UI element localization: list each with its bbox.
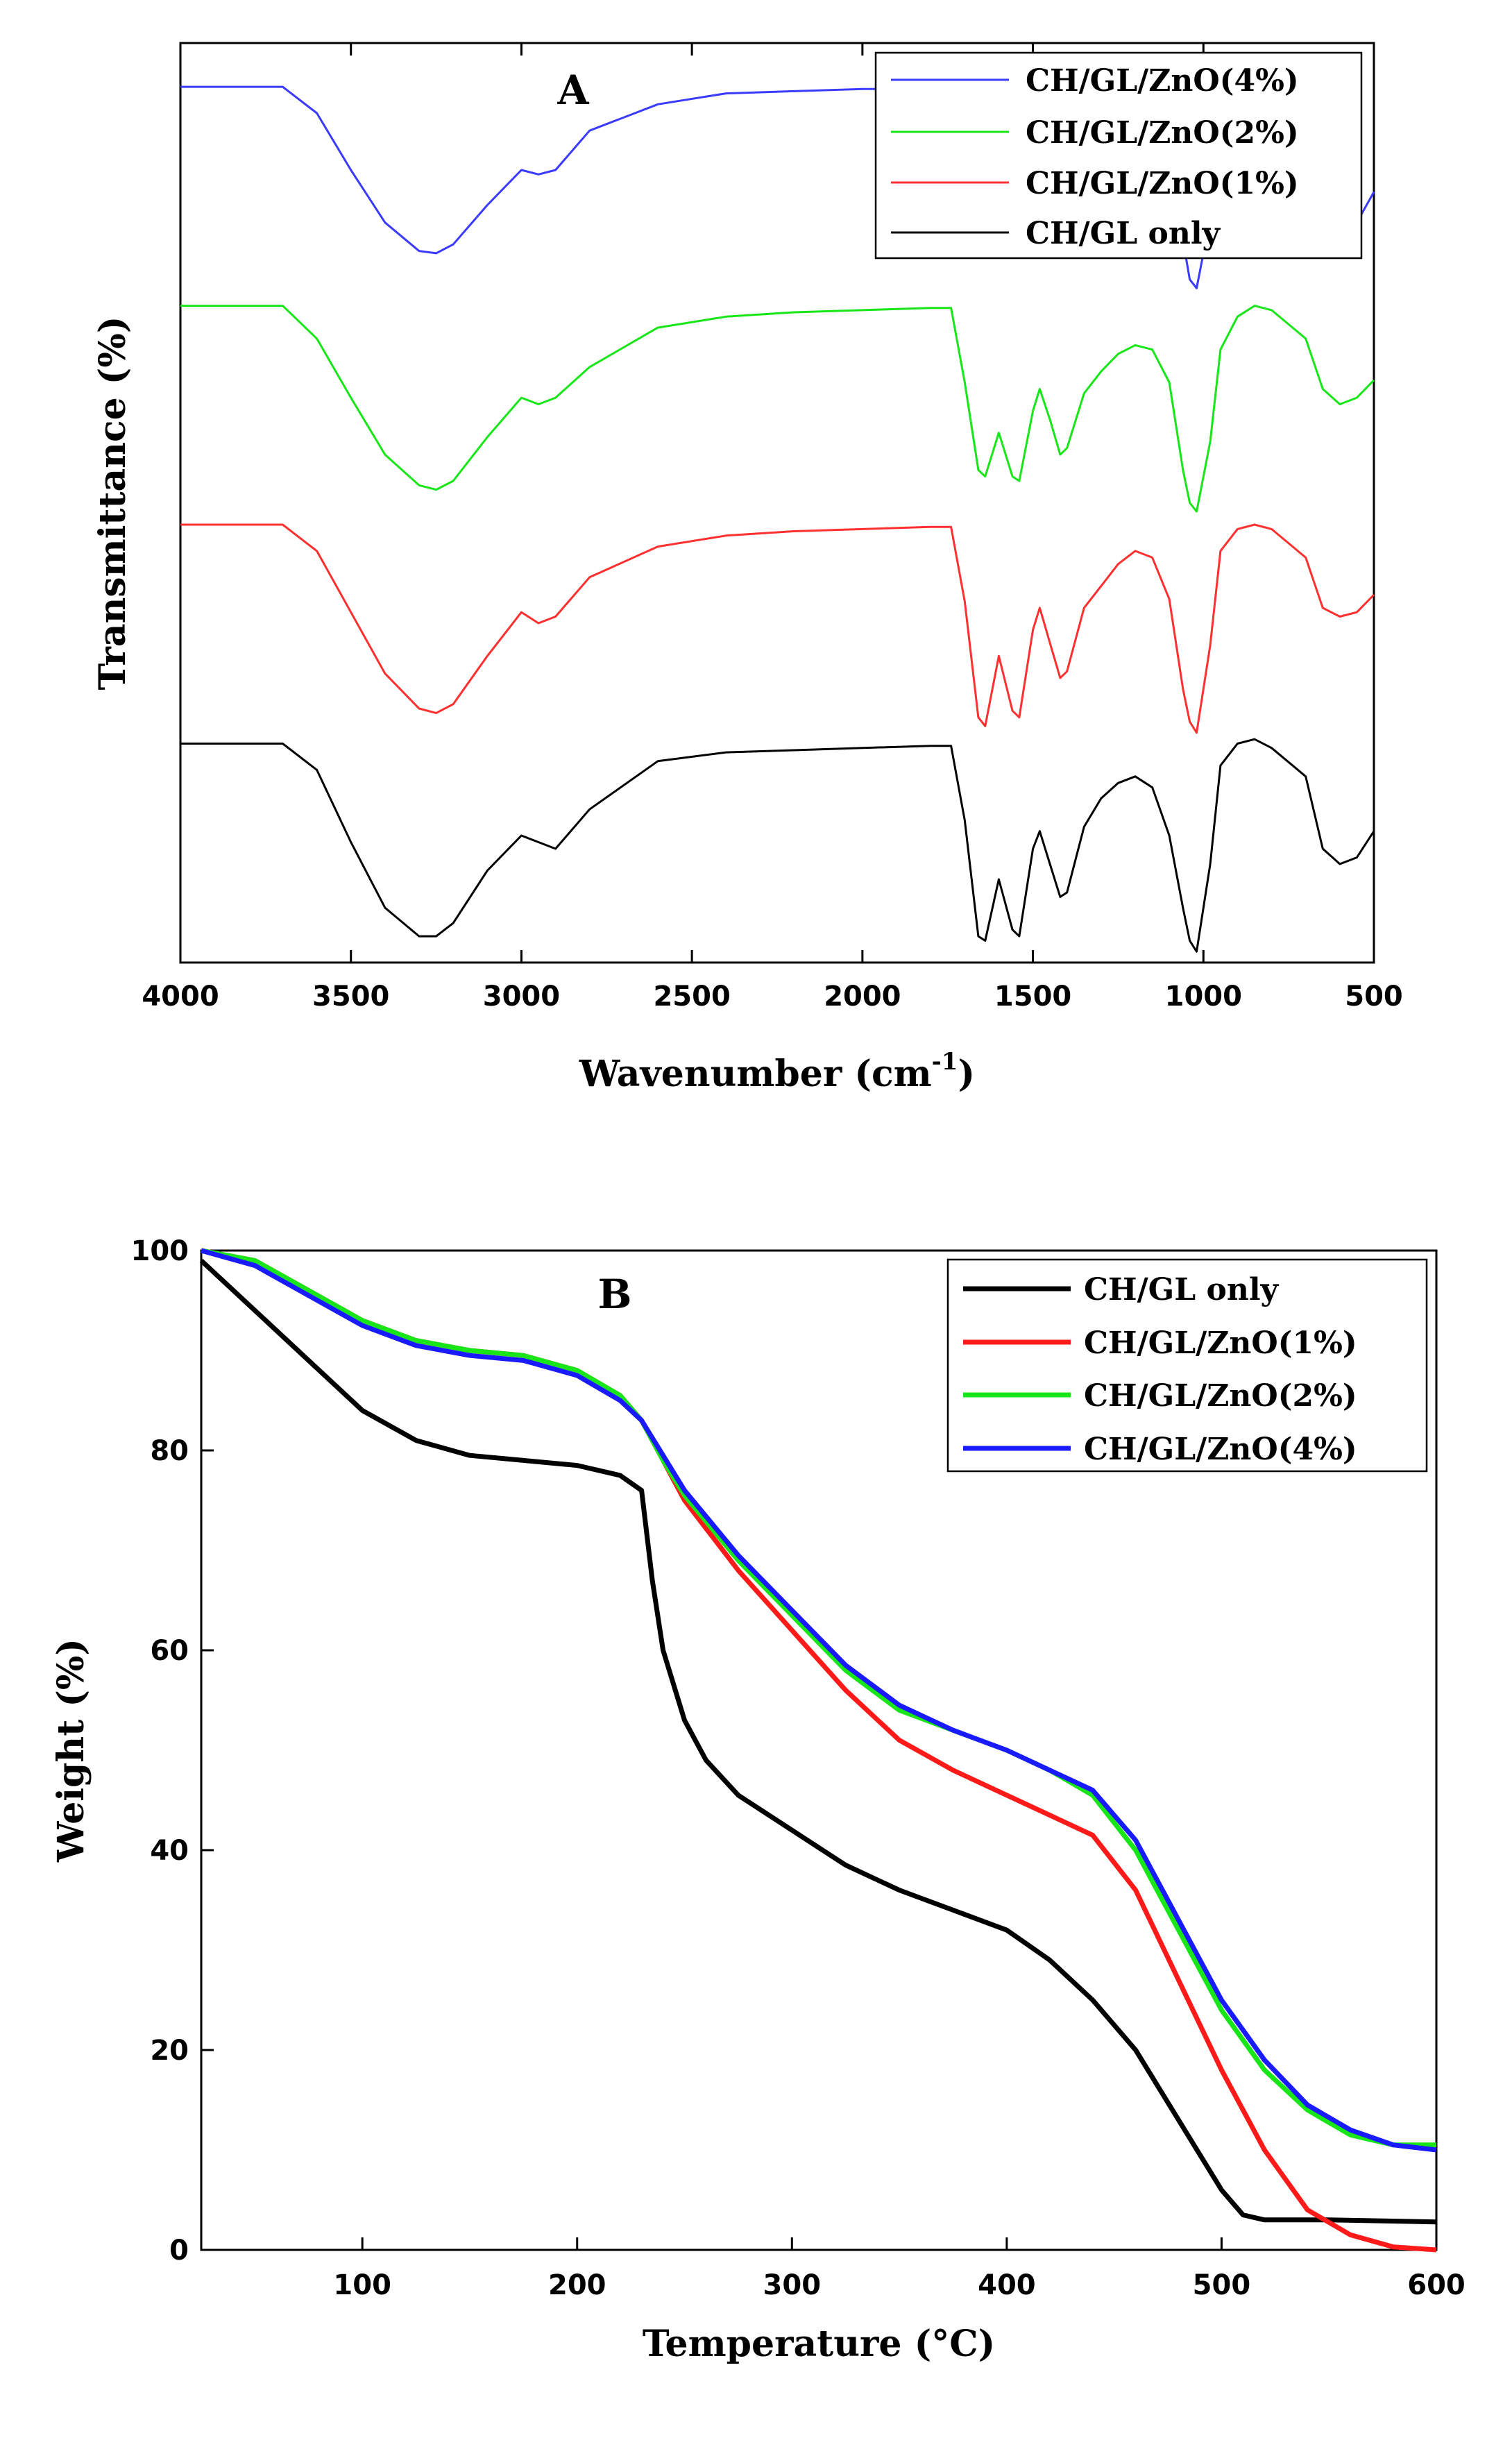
tga-panel-label: B [597, 1271, 631, 1318]
tga-y-tick-label: 60 [150, 1635, 189, 1667]
tga-legend-label-zno1: CH/GL/ZnO(1%) [1084, 1326, 1357, 1361]
ftir-x-tick-label: 2000 [824, 981, 901, 1013]
ftir-legend-label-only: CH/GL only [1026, 216, 1221, 251]
ftir-x-tick-label: 3500 [312, 981, 389, 1013]
ftir-x-tick-label: 1500 [994, 981, 1071, 1013]
ftir-series-ch-gl-zno-1 [180, 523, 1375, 734]
ftir-x-ticks: 4000 3500 3000 2500 2000 1500 1000 500 [142, 43, 1403, 1013]
tga-ticks: 100 200 300 400 500 600 0 20 40 60 80 100 [131, 1235, 1466, 2301]
ftir-chart: 4000 3500 3000 2500 2000 1500 1000 500 A CH/GL/… [92, 42, 1403, 1095]
tga-chart: 100 200 300 400 500 600 0 20 40 60 80 100 B CH/GL o… [50, 1235, 1466, 2365]
ftir-x-tick-label: 4000 [142, 981, 219, 1013]
tga-legend-label-zno2: CH/GL/ZnO(2%) [1084, 1378, 1357, 1414]
tga-x-tick-label: 200 [548, 2269, 606, 2301]
ftir-x-tick-label: 2500 [653, 981, 730, 1013]
ftir-series-ch-gl-only [180, 738, 1375, 953]
tga-series-ch-gl-zno-2 [201, 1248, 1436, 2148]
tga-y-tick-label: 40 [150, 1835, 189, 1867]
ftir-legend-label-zno2: CH/GL/ZnO(2%) [1026, 115, 1299, 151]
tga-x-tick-label: 100 [333, 2269, 391, 2301]
tga-legend-label-only: CH/GL only [1084, 1272, 1280, 1307]
tga-legend-label-zno4: CH/GL/ZnO(4%) [1084, 1432, 1357, 1467]
ftir-plot-frame [179, 42, 1375, 964]
tga-x-tick-label: 600 [1407, 2269, 1466, 2301]
ftir-series-ch-gl-zno-2 [180, 305, 1375, 513]
ftir-legend-label-zno1: CH/GL/ZnO(1%) [1026, 166, 1299, 201]
ftir-x-axis-title: Wavenumber (cm-1) [579, 1048, 975, 1095]
tga-x-tick-label: 400 [978, 2269, 1036, 2301]
tga-series-ch-gl-only [199, 1258, 1437, 2225]
ftir-x-tick-label: 500 [1345, 981, 1403, 1013]
ftir-x-axis-title-main: Wavenumber (cm [579, 1053, 932, 1095]
tga-plot-frame [200, 1249, 1438, 2251]
tga-x-axis-title: Temperature (°C) [643, 2323, 995, 2365]
tga-legend-box [946, 1258, 1428, 1473]
tga-legend: CH/GL only CH/GL/ZnO(1%) CH/GL/ZnO(2%) C… [946, 1258, 1428, 1473]
tga-series [199, 1248, 1437, 2253]
ftir-legend-box [874, 51, 1363, 260]
tga-series-ch-gl-zno-4 [201, 1248, 1437, 2153]
tga-y-tick-label: 100 [131, 1235, 189, 1267]
ftir-x-tick-label: 3000 [483, 981, 560, 1013]
tga-y-tick-label: 80 [150, 1435, 189, 1467]
ftir-panel-label: A [557, 67, 589, 114]
tga-x-tick-label: 300 [763, 2269, 822, 2301]
tga-y-tick-label: 20 [150, 2035, 189, 2067]
tga-x-tick-label: 500 [1193, 2269, 1251, 2301]
ftir-x-axis-title-sup: -1 [932, 1048, 958, 1076]
ftir-x-tick-label: 1000 [1165, 981, 1242, 1013]
ftir-x-axis-title-close: ) [958, 1053, 975, 1095]
ftir-y-axis-title: Transmittance (%) [92, 316, 134, 691]
tga-y-axis-title: Weight (%) [50, 1638, 92, 1863]
ftir-legend-label-zno4: CH/GL/ZnO(4%) [1026, 63, 1299, 99]
tga-y-tick-label: 0 [169, 2235, 189, 2267]
ftir-legend: CH/GL/ZnO(4%) CH/GL/ZnO(2%) CH/GL/ZnO(1%… [874, 51, 1363, 260]
